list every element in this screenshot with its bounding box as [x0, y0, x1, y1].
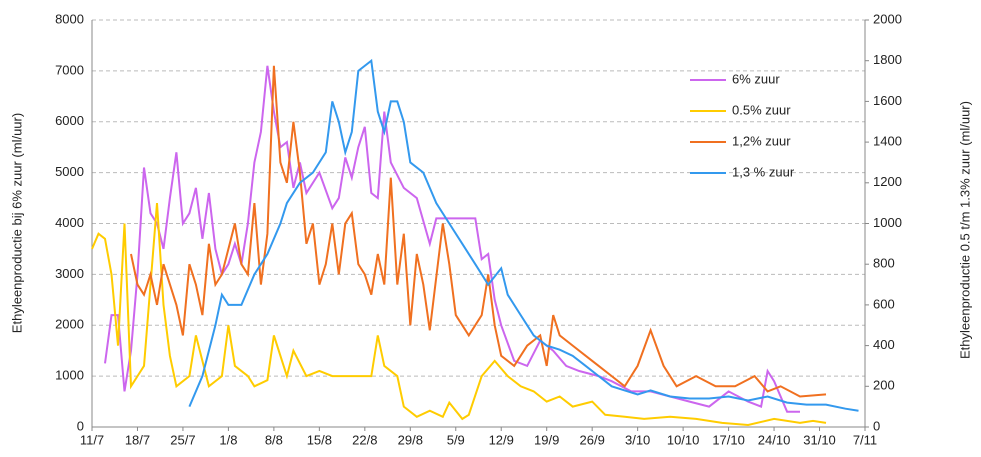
x-tick-label: 1/8	[219, 432, 237, 447]
y2-tick-label: 1000	[873, 215, 902, 230]
y-tick-label: 4000	[55, 215, 84, 230]
x-tick-label: 17/10	[712, 432, 745, 447]
x-tick-label: 29/8	[398, 432, 423, 447]
y2-tick-label: 1800	[873, 52, 902, 67]
series-line	[91, 203, 827, 427]
x-tick-label: 7/11	[853, 432, 877, 447]
y2-tick-label: 0	[873, 418, 880, 433]
series-line	[188, 58, 859, 412]
x-tick-label: 31/10	[803, 432, 836, 447]
y-tick-label: 7000	[55, 62, 84, 77]
y-tick-label: 3000	[55, 266, 84, 281]
y-tick-label: 0	[77, 418, 84, 433]
y-tick-label: 2000	[55, 317, 84, 332]
y2-tick-label: 800	[873, 256, 895, 271]
x-tick-label: 25/7	[170, 432, 195, 447]
x-tick-label: 19/9	[534, 432, 559, 447]
legend-label: 1,3 % zuur	[732, 164, 795, 179]
y-tick-label: 1000	[55, 368, 84, 383]
series-line	[104, 65, 800, 413]
y2-tick-label: 1200	[873, 174, 902, 189]
y-tick-label: 5000	[55, 164, 84, 179]
x-tick-label: 24/10	[758, 432, 791, 447]
x-tick-label: 5/9	[447, 432, 465, 447]
y2-axis-title: Ethyleenproductie 0.5 t/m 1.3% zuur (ml/…	[957, 101, 972, 359]
x-tick-label: 8/8	[265, 432, 283, 447]
x-tick-label: 18/7	[125, 432, 150, 447]
legend-label: 0.5% zuur	[732, 102, 791, 117]
y2-tick-label: 2000	[873, 11, 902, 26]
y2-tick-label: 1400	[873, 134, 902, 149]
x-tick-label: 12/9	[489, 432, 514, 447]
y-axis-title: Ethyleenproductie bij 6% zuur (ml/uur)	[9, 113, 24, 333]
legend-label: 1,2% zuur	[732, 133, 791, 148]
series-line	[130, 65, 827, 398]
legend-label: 6% zuur	[732, 71, 780, 86]
y2-tick-label: 200	[873, 378, 895, 393]
x-tick-label: 15/8	[307, 432, 332, 447]
y-tick-label: 6000	[55, 113, 84, 128]
y2-tick-label: 400	[873, 337, 895, 352]
x-tick-label: 10/10	[667, 432, 700, 447]
y2-tick-label: 600	[873, 296, 895, 311]
x-tick-label: 26/9	[580, 432, 605, 447]
y-tick-label: 8000	[55, 11, 84, 26]
x-tick-label: 22/8	[352, 432, 377, 447]
x-tick-label: 3/10	[625, 432, 650, 447]
y2-tick-label: 1600	[873, 93, 902, 108]
x-tick-label: 11/7	[80, 432, 104, 447]
